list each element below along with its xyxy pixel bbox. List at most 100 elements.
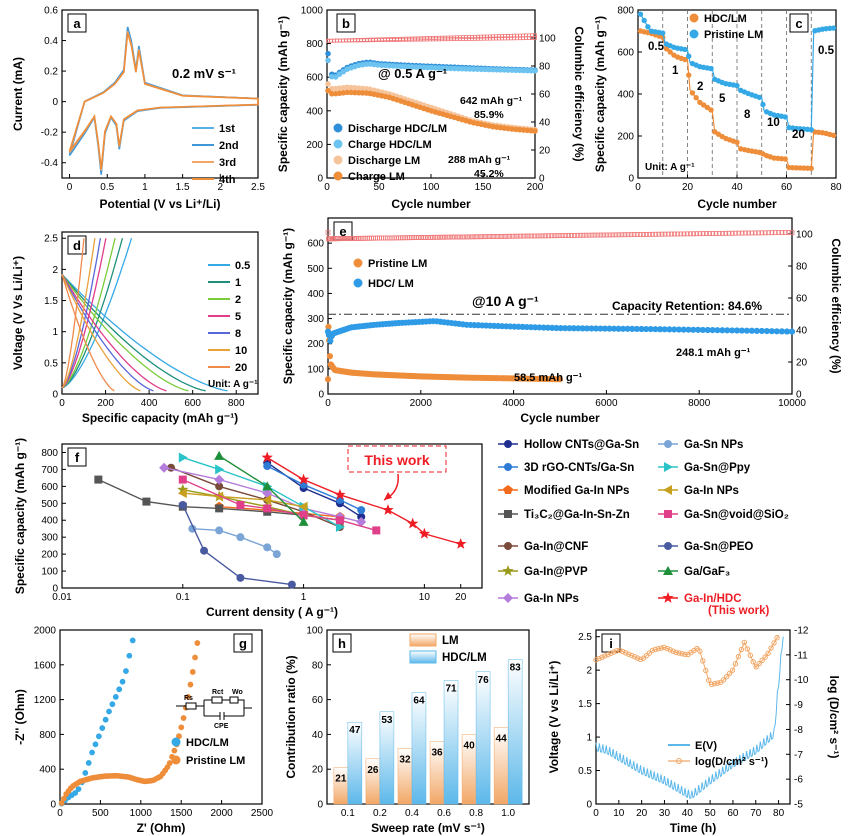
bar-value-label: 40	[464, 740, 476, 751]
y-tick-label: 0	[52, 97, 58, 108]
diffusion-point	[593, 657, 599, 663]
eis-point	[180, 715, 187, 721]
ce-point	[653, 231, 659, 237]
legend-marker	[504, 463, 512, 471]
x-tick-label: 10	[613, 808, 625, 819]
ce-point	[631, 232, 637, 237]
y-tick-label: 200	[307, 339, 324, 350]
y-tick-label: 0.5	[44, 358, 58, 369]
y-tick-label: 500	[41, 499, 58, 510]
legend-label: 0.5	[235, 260, 250, 272]
legend-note: (This work)	[708, 605, 770, 617]
rate-point	[808, 127, 814, 133]
diffusion-point	[608, 650, 614, 657]
rate-point	[760, 101, 766, 108]
diffusion-point	[703, 667, 709, 674]
x-tick-label: 70	[750, 808, 762, 819]
ce-point	[435, 234, 441, 240]
comparison-line	[182, 489, 340, 521]
ce-point	[583, 232, 589, 238]
y-tick-label: 200	[617, 132, 634, 143]
ce-point	[589, 232, 595, 238]
y-tick-label: 400	[306, 106, 323, 117]
y2-tick-label: 100	[796, 230, 813, 241]
ce-point	[592, 232, 598, 238]
ce-point	[560, 233, 566, 238]
rate-point	[708, 107, 714, 113]
comparison-marker	[262, 494, 272, 505]
panel-i: 0 10 20 30 40 50 60 70 80 0 0.5 1 1.5 2 2.5 Time (h) Vol…	[547, 626, 841, 836]
ce-point	[713, 231, 719, 236]
ce-point	[769, 230, 775, 236]
legend-label: LM	[442, 635, 459, 647]
rate-point	[700, 102, 707, 108]
x-tick-label: 0	[635, 182, 641, 193]
x-tick-label: 0	[67, 182, 73, 193]
y-tick-label: 100	[41, 567, 58, 578]
ce-point	[401, 37, 405, 42]
ce-point	[470, 36, 474, 41]
x-axis-label: Current density ( A g⁻¹)	[206, 605, 338, 619]
legend-marker	[664, 510, 672, 518]
y-tick-label: 0	[586, 800, 592, 811]
rate-label: 10	[767, 117, 780, 129]
x-tick-label: 20	[455, 592, 467, 603]
eis-point	[102, 716, 109, 723]
x-tick-label: 0	[325, 398, 331, 409]
ce-point	[392, 37, 396, 41]
legend-label: HDC/LM	[442, 652, 487, 664]
legend-label: log(D/cm² s⁻¹)	[695, 756, 768, 768]
ce-point	[520, 233, 526, 239]
x-tick-label: 50	[705, 808, 717, 819]
y-tick-label: 1	[586, 733, 592, 744]
panel-letter: h	[338, 636, 346, 651]
y2-tick-label: -9	[794, 700, 803, 711]
comparison-marker	[178, 452, 188, 463]
legend-label: Pristine LM	[368, 258, 427, 270]
y2-tick-label: -12	[794, 626, 809, 637]
comparison-marker	[215, 526, 224, 535]
y-tick-label: 0	[318, 390, 324, 401]
plot-frame	[326, 629, 530, 805]
x-tick-label: 0.1	[176, 592, 190, 603]
ce-point	[752, 230, 758, 236]
legend-label: Ga-Sn@PEO	[684, 541, 753, 553]
diffusion-point	[706, 677, 712, 683]
rate-point	[682, 56, 688, 63]
legend-label: Hollow CNTs@Ga-Sn	[524, 439, 639, 451]
ce-point	[619, 232, 625, 238]
comparison-marker	[382, 504, 394, 515]
comparison-marker	[263, 504, 272, 513]
comparison-marker	[299, 511, 308, 520]
ce-point	[509, 233, 515, 239]
legend-marker	[689, 13, 699, 23]
ce-point	[407, 37, 411, 42]
ce-point	[691, 231, 696, 237]
comparison-marker	[263, 543, 272, 552]
comparison-marker	[236, 533, 245, 542]
discharge-curve	[61, 273, 206, 392]
panel-h: 0 20 40 60 80 100 0.1 21 47 0.2 26 53 0.4 32 64 0.6 36 71…	[284, 626, 530, 835]
y-tick-label: 2	[52, 265, 58, 276]
circuit-label: Rs	[184, 695, 193, 702]
diffusion-point	[774, 635, 780, 641]
y-tick-label: 0.6	[44, 6, 58, 17]
y-axis-label: Voltage (V Vs Li/Li⁺)	[11, 256, 25, 370]
diffusion-point	[634, 655, 641, 661]
panel-letter-box	[332, 633, 352, 653]
x-tick-label: 0.6	[437, 808, 451, 819]
diffusion-point	[596, 655, 602, 662]
x-tick-label: 4000	[502, 398, 525, 409]
y-tick-label: 80	[312, 660, 324, 671]
bar-value-label: 64	[413, 696, 425, 707]
rate-point	[645, 24, 651, 30]
legend-label: Ga-Sn NPs	[684, 439, 743, 451]
comparison-marker	[335, 522, 345, 533]
discharge-curve	[61, 274, 141, 392]
ce-point	[476, 34, 480, 39]
rate-label: 20	[792, 129, 805, 141]
x-tick-label: 10	[419, 592, 431, 603]
eis-point	[99, 725, 106, 731]
comparison-marker	[200, 546, 209, 555]
ce-point	[566, 233, 571, 238]
